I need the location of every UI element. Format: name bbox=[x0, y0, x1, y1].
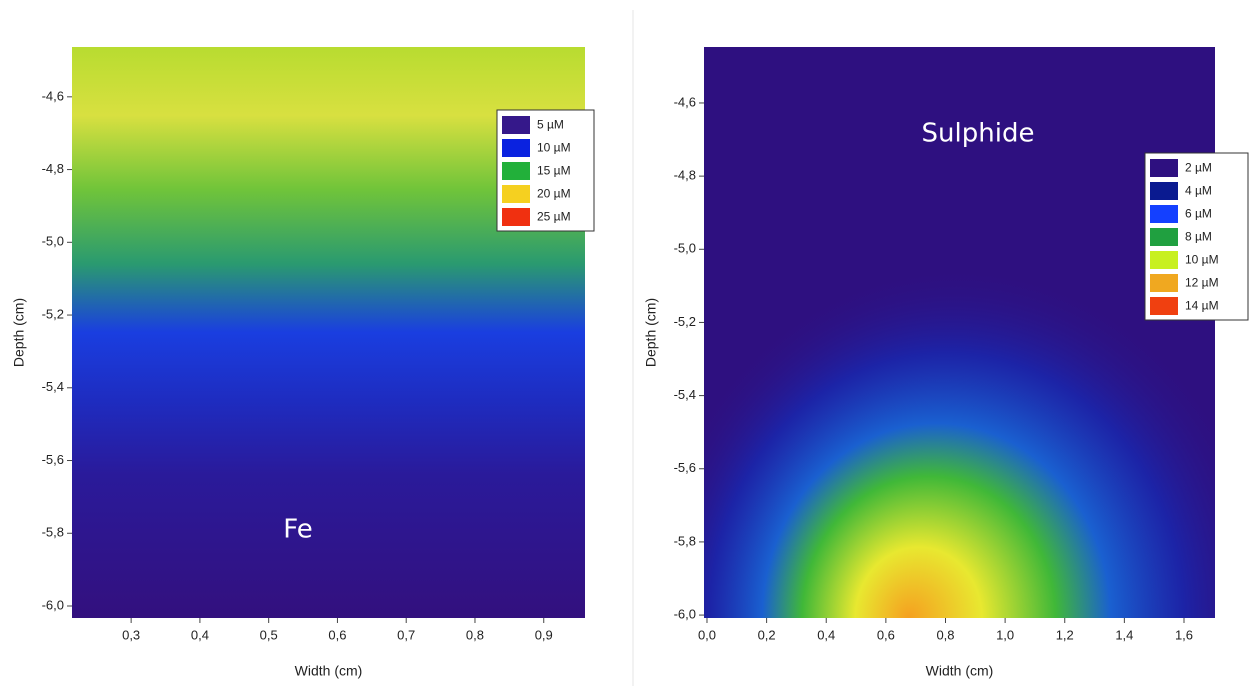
x-tick-label: 1,6 bbox=[1175, 627, 1193, 642]
x-tick-label: 0,6 bbox=[328, 627, 346, 642]
x-tick-label: 0,0 bbox=[698, 627, 716, 642]
y-tick-label: -4,6 bbox=[674, 94, 696, 109]
y-axis-title: Depth (cm) bbox=[643, 298, 659, 367]
y-tick-label: -5,0 bbox=[674, 241, 696, 256]
x-tick-label: 0,9 bbox=[535, 627, 553, 642]
legend-label: 25 µM bbox=[537, 210, 571, 224]
legend-swatch bbox=[1150, 274, 1178, 292]
legend-label: 5 µM bbox=[537, 118, 564, 132]
x-tick-label: 0,8 bbox=[936, 627, 954, 642]
x-tick-label: 0,8 bbox=[466, 627, 484, 642]
y-tick-label: -4,8 bbox=[42, 161, 64, 176]
x-tick-label: 0,5 bbox=[260, 627, 278, 642]
y-tick-label: -5,8 bbox=[674, 533, 696, 548]
y-tick-label: -5,2 bbox=[42, 306, 64, 321]
heatmap-field bbox=[704, 47, 1215, 618]
annotation: Sulphide bbox=[922, 119, 1035, 149]
y-tick-label: -5,4 bbox=[674, 387, 696, 402]
legend-label: 4 µM bbox=[1185, 184, 1212, 198]
legend-swatch bbox=[502, 116, 530, 134]
y-tick-label: -6,0 bbox=[42, 597, 64, 612]
x-tick-label: 0,3 bbox=[122, 627, 140, 642]
legend-label: 14 µM bbox=[1185, 299, 1219, 313]
x-tick-label: 0,4 bbox=[191, 627, 209, 642]
legend-swatch bbox=[1150, 251, 1178, 269]
legend-swatch bbox=[502, 185, 530, 203]
legend-label: 6 µM bbox=[1185, 207, 1212, 221]
legend-swatch bbox=[1150, 205, 1178, 223]
y-tick-label: -6,0 bbox=[674, 607, 696, 622]
legend-swatch bbox=[502, 208, 530, 226]
legend-swatch bbox=[1150, 182, 1178, 200]
y-axis-title: Depth (cm) bbox=[11, 298, 27, 367]
legend-swatch bbox=[502, 162, 530, 180]
x-axis-title: Width (cm) bbox=[295, 663, 363, 679]
annotation: Fe bbox=[283, 515, 313, 545]
x-tick-label: 0,6 bbox=[877, 627, 895, 642]
x-tick-label: 1,0 bbox=[996, 627, 1014, 642]
y-tick-label: -5,6 bbox=[674, 460, 696, 475]
legend-swatch bbox=[1150, 228, 1178, 246]
legend-label: 15 µM bbox=[537, 164, 571, 178]
legend-label: 10 µM bbox=[537, 141, 571, 155]
legend-swatch bbox=[502, 139, 530, 157]
x-tick-label: 0,2 bbox=[758, 627, 776, 642]
y-tick-label: -4,6 bbox=[42, 88, 64, 103]
y-tick-label: -5,4 bbox=[42, 379, 64, 394]
legend-label: 10 µM bbox=[1185, 253, 1219, 267]
y-tick-label: -4,8 bbox=[674, 168, 696, 183]
legend-label: 8 µM bbox=[1185, 230, 1212, 244]
y-tick-label: -5,0 bbox=[42, 234, 64, 249]
legend-swatch bbox=[1150, 159, 1178, 177]
x-tick-label: 0,7 bbox=[397, 627, 415, 642]
y-tick-label: -5,6 bbox=[42, 452, 64, 467]
legend-swatch bbox=[1150, 297, 1178, 315]
legend-label: 2 µM bbox=[1185, 161, 1212, 175]
legend-label: 20 µM bbox=[537, 187, 571, 201]
x-tick-label: 1,2 bbox=[1056, 627, 1074, 642]
x-tick-label: 0,4 bbox=[817, 627, 835, 642]
y-tick-label: -5,8 bbox=[42, 525, 64, 540]
y-tick-label: -5,2 bbox=[674, 314, 696, 329]
legend-label: 12 µM bbox=[1185, 276, 1219, 290]
x-tick-label: 1,4 bbox=[1115, 627, 1133, 642]
x-axis-title: Width (cm) bbox=[926, 663, 994, 679]
